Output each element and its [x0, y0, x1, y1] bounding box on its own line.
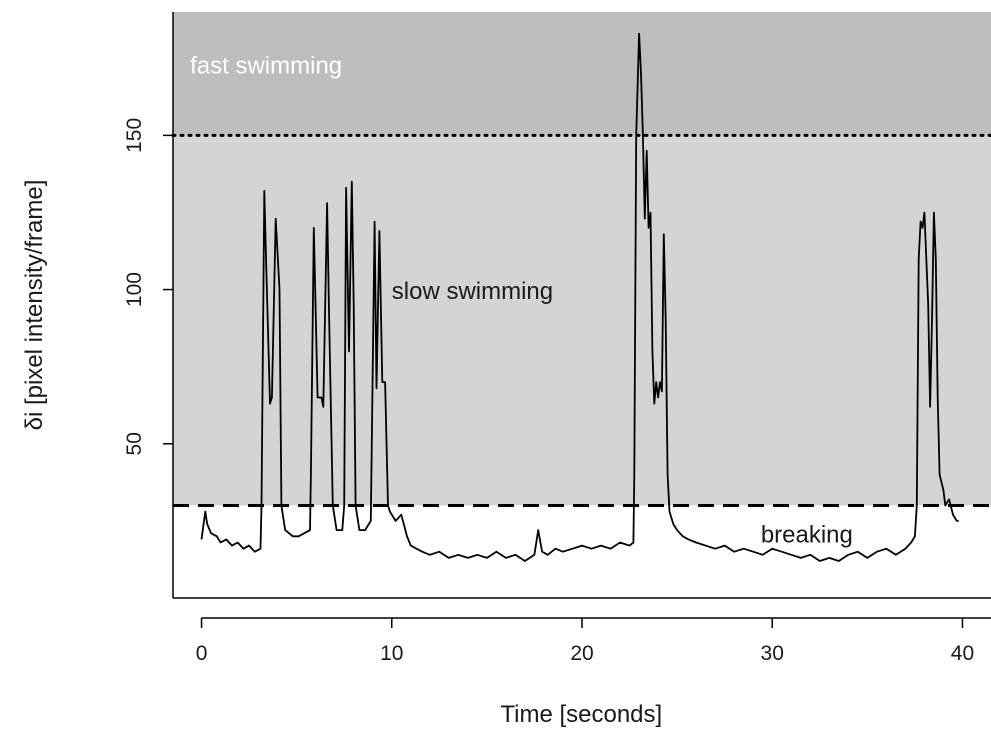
y-tick-label: 150 — [123, 118, 146, 153]
region-label-fast-swimming: fast swimming — [190, 53, 342, 80]
region-label-slow-swimming: slow swimming — [392, 278, 553, 305]
axes — [172, 12, 991, 619]
region-slow-swimming — [173, 135, 991, 506]
region-fast-swimming — [173, 12, 991, 136]
background-regions — [173, 12, 991, 598]
x-tick-label: 20 — [570, 642, 593, 665]
x-axis-title: Time [seconds] — [500, 701, 662, 728]
x-tick-label: 10 — [380, 642, 403, 665]
series-line-0 — [200, 32, 959, 562]
region-breaking — [173, 505, 991, 598]
y-tick-label: 100 — [123, 272, 146, 307]
x-tick-label: 30 — [761, 642, 784, 665]
x-tick-label: 0 — [196, 642, 208, 665]
region-label-breaking: breaking — [761, 521, 853, 548]
y-tick-label: 50 — [123, 432, 146, 455]
y-axis-title: δi [pixel intensity/frame] — [21, 180, 48, 431]
region-labels: fast swimming slow swimming breaking — [190, 53, 853, 549]
threshold-lines — [171, 133, 991, 507]
ticks: 0 10 20 30 40 50 100 150 — [123, 118, 974, 665]
series-group — [200, 32, 959, 562]
x-tick-label: 40 — [951, 642, 974, 665]
